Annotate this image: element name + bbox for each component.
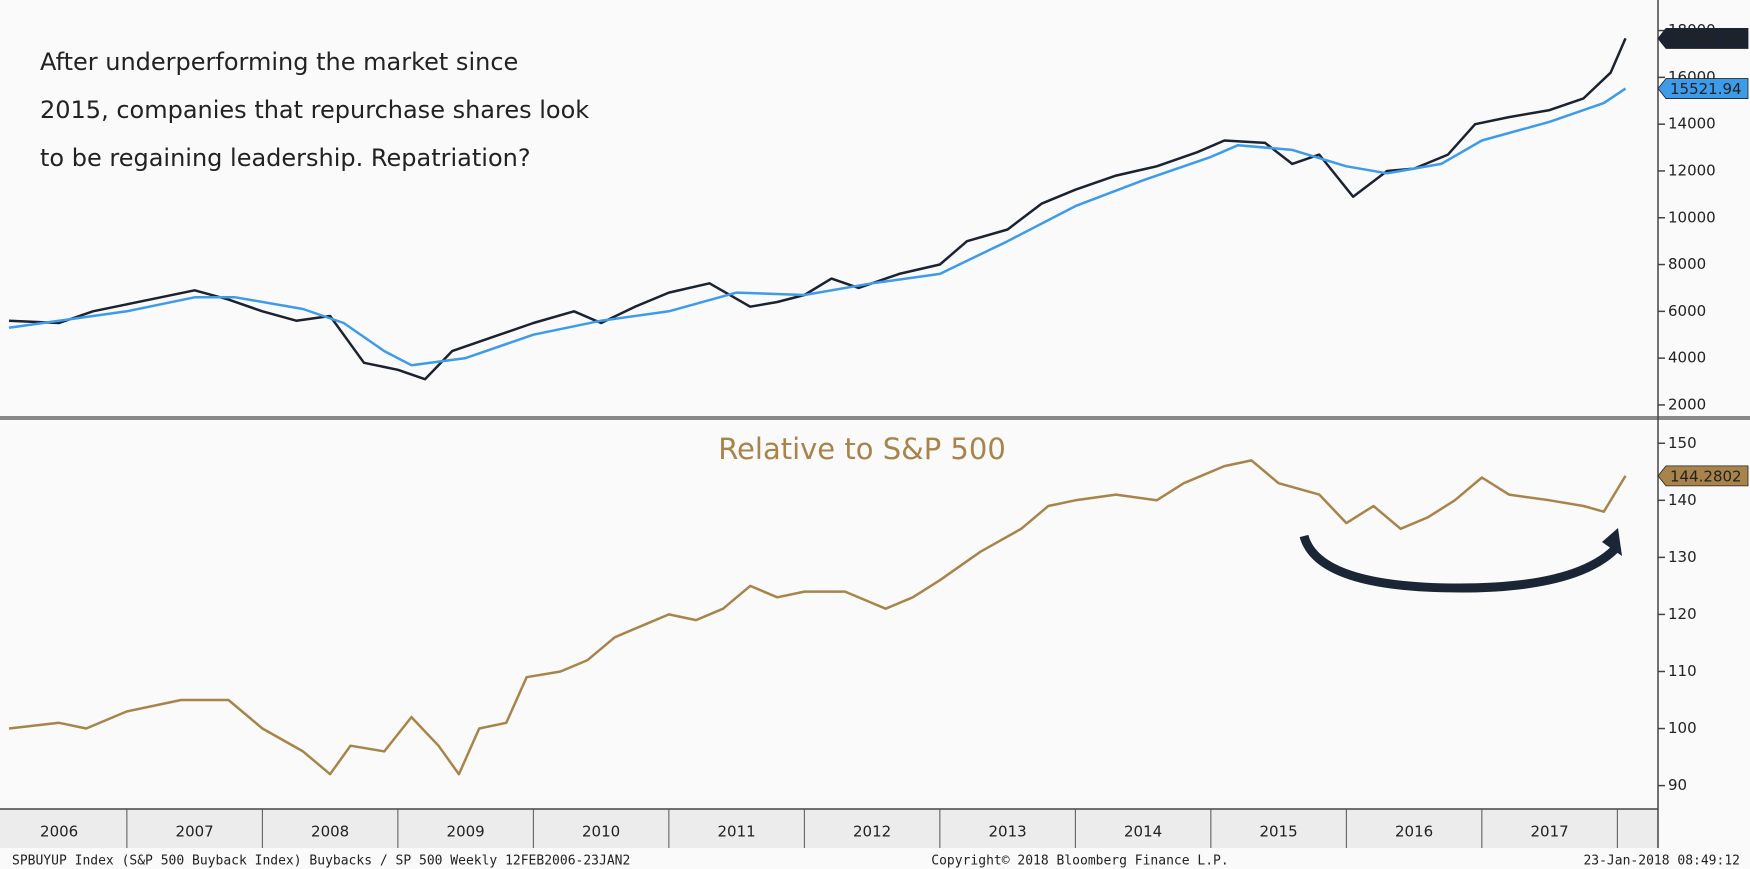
y-tick-label: 100 — [1668, 719, 1697, 737]
series-line — [8, 459, 1627, 776]
y-tick-label: 6000 — [1668, 302, 1706, 320]
footer-left: SPBUYUP Index (S&P 500 Buyback Index) Bu… — [12, 854, 630, 869]
footer-right: 23-Jan-2018 08:49:12 — [1583, 854, 1740, 869]
x-tick-label: 2017 — [1531, 823, 1569, 841]
y-tick-label: 110 — [1668, 662, 1697, 680]
annotation: to be regaining leadership. Repatriation… — [40, 144, 531, 172]
x-tick-label: 2007 — [176, 823, 214, 841]
x-tick-label: 2009 — [447, 823, 485, 841]
last-value-tag — [1657, 28, 1749, 49]
last-value-tag — [1657, 78, 1749, 99]
y-tick-label: 4000 — [1668, 349, 1706, 367]
y-tick-label: 12000 — [1668, 161, 1716, 179]
last-value-label: 17663.39 — [1670, 30, 1742, 48]
x-tick-label: 2015 — [1260, 823, 1298, 841]
arrow — [1299, 534, 1622, 593]
annotation: 2015, companies that repurchase shares l… — [40, 96, 589, 124]
x-tick-label: 2011 — [718, 823, 756, 841]
x-tick-label: 2006 — [40, 823, 78, 841]
y-tick-label: 8000 — [1668, 255, 1706, 273]
footer-center: Copyright© 2018 Bloomberg Finance L.P. — [931, 854, 1228, 869]
last-value-label: 144.2802 — [1670, 467, 1742, 485]
x-tick-label: 2013 — [989, 823, 1027, 841]
x-axis-band — [0, 809, 1658, 848]
x-tick-label: 2016 — [1395, 823, 1433, 841]
y-tick-label: 2000 — [1668, 395, 1706, 413]
annotation: After underperforming the market since — [40, 48, 518, 76]
x-tick-label: 2008 — [311, 823, 349, 841]
series-line — [8, 87, 1627, 367]
panel-title: Relative to S&P 500 — [718, 432, 1006, 466]
x-tick-label: 2014 — [1124, 823, 1162, 841]
y-tick-label: 140 — [1668, 491, 1697, 509]
x-tick-label: 2012 — [853, 823, 891, 841]
y-tick-label: 150 — [1668, 434, 1697, 452]
arrow-head — [1602, 528, 1622, 556]
x-tick-label: 2010 — [582, 823, 620, 841]
y-tick-label: 130 — [1668, 548, 1697, 566]
y-tick-label: 14000 — [1668, 115, 1716, 133]
series-line — [8, 37, 1627, 381]
last-value-label: 15521.94 — [1670, 80, 1742, 98]
y-tick-label: 120 — [1668, 605, 1697, 623]
last-value-tag — [1657, 465, 1749, 487]
y-tick-label: 10000 — [1668, 208, 1716, 226]
y-tick-label: 90 — [1668, 776, 1687, 794]
